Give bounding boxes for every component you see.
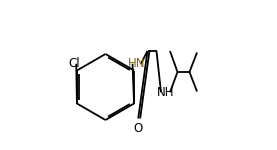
Text: NH: NH xyxy=(157,86,174,99)
Text: Cl: Cl xyxy=(68,57,79,70)
Text: HN: HN xyxy=(128,57,145,70)
Text: O: O xyxy=(134,122,143,135)
